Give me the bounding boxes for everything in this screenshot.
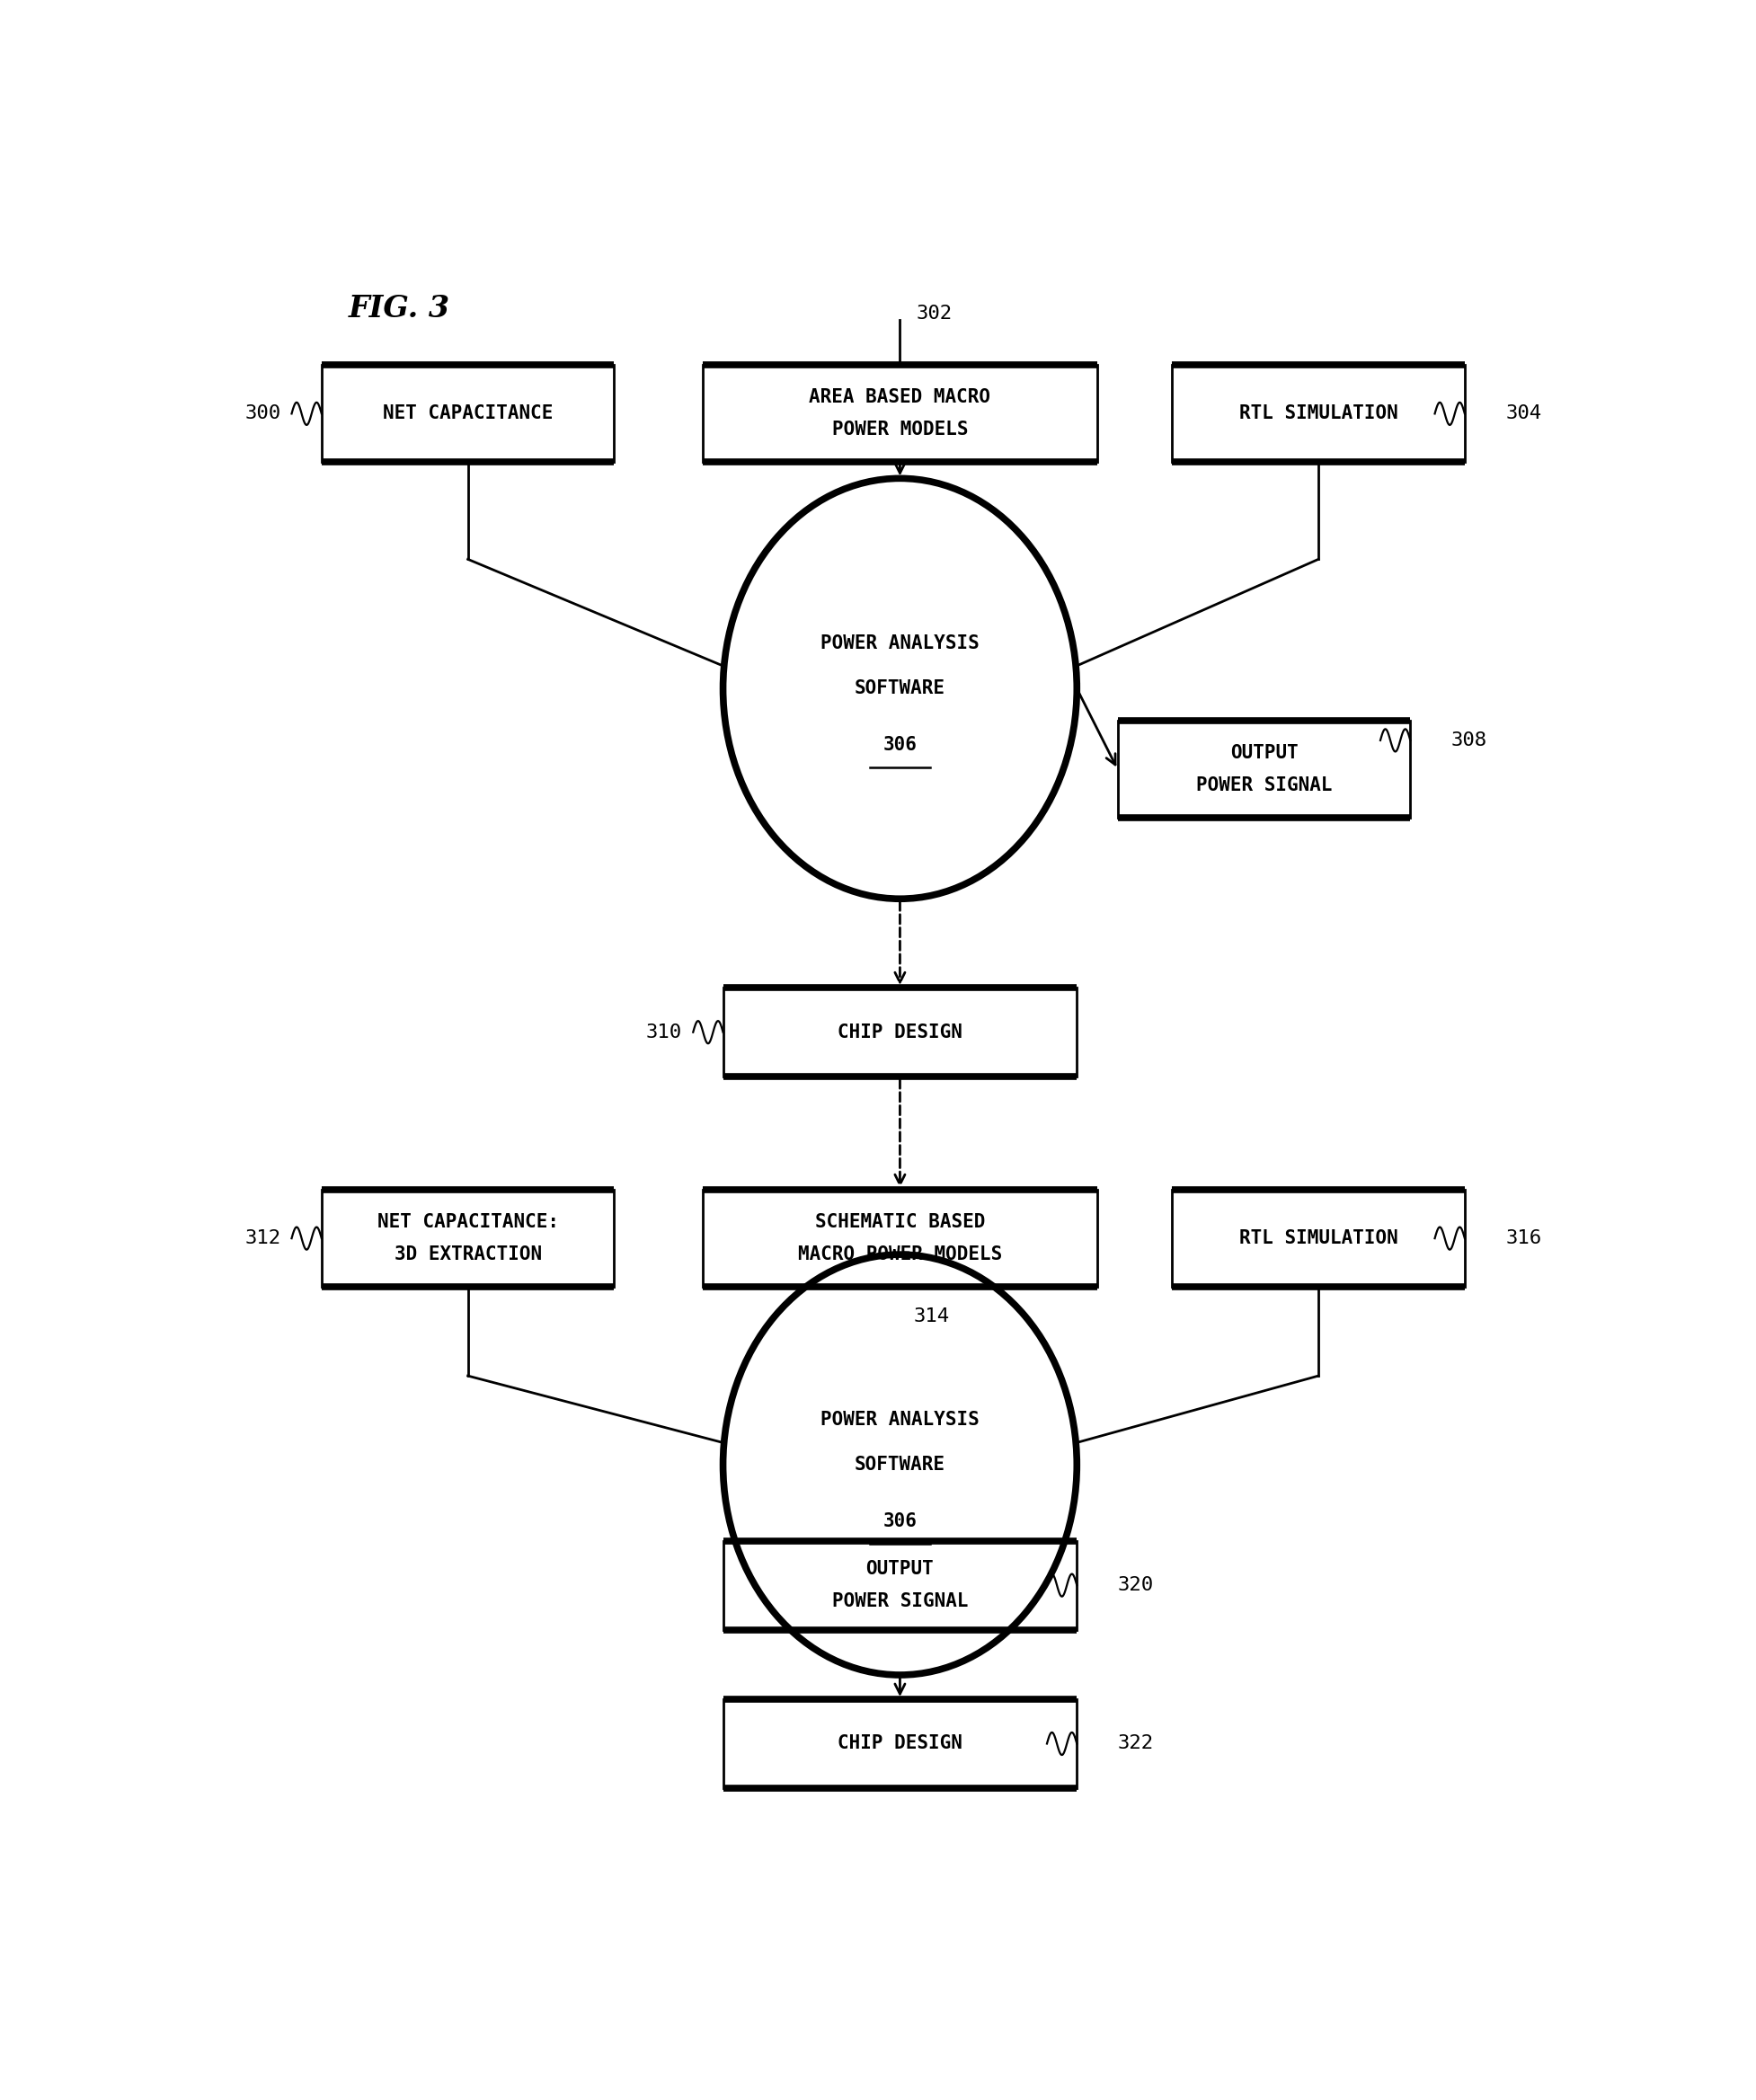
Bar (1173, 1191, 1465, 1287)
Text: OUTPUT: OUTPUT (1229, 743, 1298, 762)
Text: 302: 302 (917, 304, 952, 323)
Text: 310: 310 (646, 1023, 681, 1042)
Text: OUTPUT: OUTPUT (866, 1560, 934, 1577)
Text: POWER ANALYSIS: POWER ANALYSIS (820, 634, 980, 653)
Text: SCHEMATIC BASED: SCHEMATIC BASED (815, 1214, 985, 1231)
Bar (321, 365, 615, 462)
Text: POWER MODELS: POWER MODELS (832, 420, 968, 439)
Bar (723, 987, 1076, 1077)
Text: 3D EXTRACTION: 3D EXTRACTION (393, 1245, 541, 1264)
Text: CHIP DESIGN: CHIP DESIGN (838, 1735, 962, 1754)
Text: RTL SIMULATION: RTL SIMULATION (1240, 405, 1398, 422)
Text: NET CAPACITANCE:: NET CAPACITANCE: (378, 1214, 558, 1231)
Text: POWER SIGNAL: POWER SIGNAL (1196, 777, 1333, 794)
Text: AREA BASED MACRO: AREA BASED MACRO (810, 388, 990, 407)
Text: SOFTWARE: SOFTWARE (855, 1455, 945, 1474)
Text: 322: 322 (1119, 1735, 1154, 1754)
Bar (723, 1699, 1076, 1789)
Ellipse shape (723, 1254, 1076, 1676)
Text: POWER ANALYSIS: POWER ANALYSIS (820, 1411, 980, 1428)
Text: SOFTWARE: SOFTWARE (855, 680, 945, 697)
Text: MACRO POWER MODELS: MACRO POWER MODELS (797, 1245, 1003, 1264)
Text: POWER SIGNAL: POWER SIGNAL (832, 1592, 968, 1611)
Text: 306: 306 (883, 737, 917, 754)
Text: 304: 304 (1505, 405, 1542, 422)
Text: FIG. 3: FIG. 3 (349, 294, 451, 323)
Text: 320: 320 (1119, 1577, 1154, 1594)
Ellipse shape (723, 479, 1076, 899)
Bar (723, 1541, 1076, 1630)
Text: 314: 314 (913, 1306, 950, 1325)
Bar (1173, 365, 1465, 462)
Text: 316: 316 (1505, 1228, 1542, 1247)
Text: CHIP DESIGN: CHIP DESIGN (838, 1023, 962, 1042)
Text: 312: 312 (244, 1228, 281, 1247)
Text: NET CAPACITANCE: NET CAPACITANCE (383, 405, 553, 422)
Bar (702, 1191, 1098, 1287)
Bar (1119, 720, 1410, 819)
Text: 300: 300 (244, 405, 281, 422)
Bar (321, 1191, 615, 1287)
Text: 308: 308 (1450, 731, 1487, 750)
Bar (702, 365, 1098, 462)
Text: 306: 306 (883, 1512, 917, 1531)
Text: RTL SIMULATION: RTL SIMULATION (1240, 1228, 1398, 1247)
